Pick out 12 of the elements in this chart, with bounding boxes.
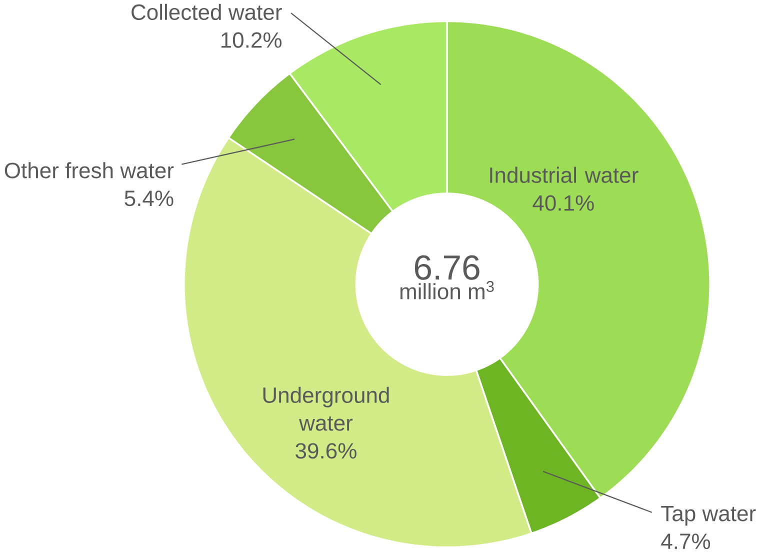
- data-label: 10.2%: [222, 32, 282, 48]
- data-label: 5.4%: [124, 190, 174, 206]
- text: 6.76: [414, 255, 480, 280]
- slice-label: Other fresh water: [4, 162, 174, 178]
- slice-label: Collected water: [132, 4, 282, 20]
- data-label: 40.1%: [532, 195, 594, 211]
- slice-label: Underground water: [263, 386, 389, 431]
- data-label: 4.7%: [661, 534, 710, 550]
- data-label: 39.6%: [296, 443, 356, 459]
- slice-label: Industrial water: [490, 166, 638, 184]
- text: million m$^{3}$: [400, 281, 494, 300]
- slice-label: Tap water: [661, 506, 756, 526]
